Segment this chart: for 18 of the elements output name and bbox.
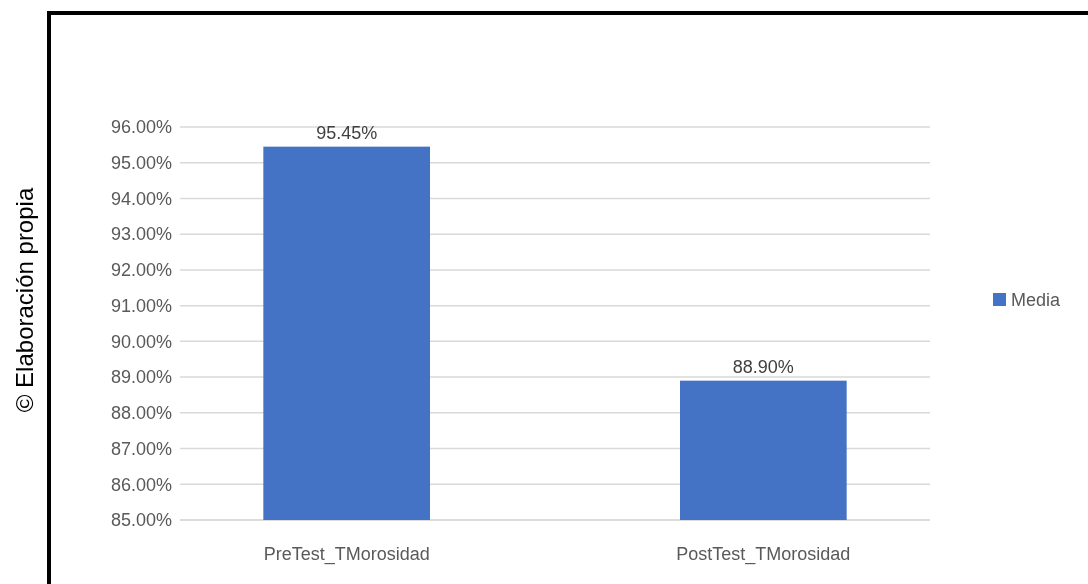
y-tick-label: 88.00%	[110, 403, 172, 424]
y-tick-label: 96.00%	[110, 117, 172, 138]
y-tick-label: 95.00%	[110, 153, 172, 174]
y-tick-label: 87.00%	[110, 438, 172, 459]
y-tick-label: 91.00%	[110, 295, 172, 316]
x-tick-label: PostTest_TMorosidad	[676, 544, 851, 565]
y-tick-label: 94.00%	[110, 188, 172, 209]
y-tick-label: 85.00%	[110, 510, 172, 531]
data-label: 95.45%	[316, 122, 378, 143]
y-tick-label: 93.00%	[110, 224, 172, 245]
y-tick-label: 89.00%	[110, 367, 172, 388]
y-tick-label: 92.00%	[110, 260, 172, 281]
data-label: 88.90%	[732, 356, 794, 377]
legend-label: Media	[1011, 290, 1062, 311]
text: © Elaboración propia	[11, 187, 38, 413]
x-tick-label: PreTest_TMorosidad	[263, 544, 430, 565]
y-tick-label: 86.00%	[110, 474, 172, 495]
y-tick-label: 90.00%	[110, 331, 172, 352]
